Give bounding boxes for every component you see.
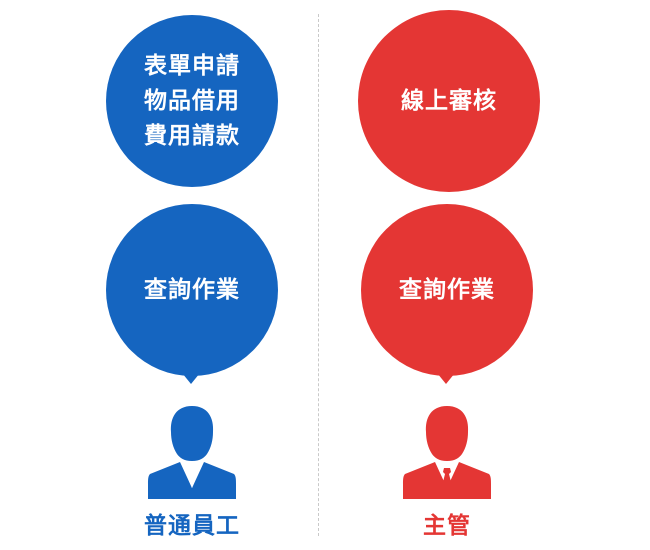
employee-query-label: 查詢作業: [144, 276, 240, 303]
manager-role-label: 主管: [423, 512, 471, 539]
manager-query-label: 查詢作業: [399, 276, 495, 303]
bubble-line-expense-claim: 費用請款: [144, 122, 240, 149]
manager-functions-bubble: 線上審核: [358, 10, 540, 192]
manager-bubble-tail: [433, 368, 459, 384]
bubble-line-online-approval: 線上審核: [401, 87, 497, 114]
employee-query-bubble: 查詢作業: [106, 204, 278, 376]
center-divider: [318, 14, 319, 536]
bubble-line-item-borrowing: 物品借用: [144, 87, 240, 114]
employee-bubble-tail: [178, 368, 204, 384]
employee-functions-bubble: 表單申請 物品借用 費用請款: [106, 15, 278, 187]
person-icon: [148, 406, 236, 499]
employee-role-label: 普通員工: [144, 512, 240, 539]
bubble-line-form-application: 表單申請: [144, 52, 240, 79]
manager-query-bubble: 查詢作業: [361, 204, 533, 376]
person-with-tie-icon: [403, 406, 491, 499]
